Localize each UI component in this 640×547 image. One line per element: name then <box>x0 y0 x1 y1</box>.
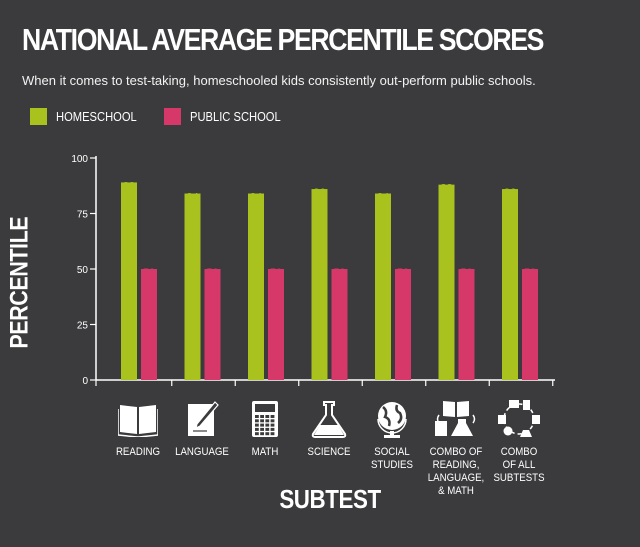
data-label-public-school: 50 <box>143 267 155 279</box>
bar-public-school <box>268 269 284 380</box>
y-tick-label: 100 <box>71 154 88 165</box>
combo-all-subtests-icon <box>496 399 542 444</box>
legend-label-homeschool: HOMESCHOOL <box>56 109 137 124</box>
bar-public-school <box>204 269 221 380</box>
y-tick-label: 0 <box>82 376 88 387</box>
y-tick-label: 25 <box>77 321 89 332</box>
bar-public-school <box>395 269 411 380</box>
bar-homeschool <box>184 193 201 380</box>
x-category-label: SOCIAL STUDIES <box>371 446 413 471</box>
data-label-homeschool: 86 <box>504 187 516 199</box>
bar-public-school <box>141 269 157 380</box>
globe-icon <box>373 399 411 444</box>
data-label-public-school: 50 <box>397 267 409 279</box>
x-category-label: LANGUAGE <box>174 446 229 458</box>
flask-icon <box>310 400 348 443</box>
x-category-label: MATH <box>251 446 279 458</box>
x-category-label: COMBO OF READING, LANGUAGE, & MATH <box>427 446 484 497</box>
y-tick-label: 50 <box>77 265 89 276</box>
y-tick-label: 75 <box>77 210 89 221</box>
data-label-homeschool: 84 <box>186 192 198 204</box>
legend-swatch-homeschool <box>30 108 47 125</box>
data-label-homeschool: 86 <box>313 187 325 199</box>
data-label-homeschool: 89 <box>123 180 135 192</box>
data-label-public-school: 50 <box>524 267 536 279</box>
combo-reading-language-math-icon <box>433 399 479 444</box>
x-category-label: READING <box>115 446 161 458</box>
bar-homeschool <box>121 182 137 380</box>
pen-on-paper-icon <box>185 400 219 443</box>
data-label-public-school: 50 <box>460 267 472 279</box>
bar-homeschool <box>375 193 391 380</box>
bar-public-school <box>458 269 475 380</box>
x-axis-label: SUBTEST <box>279 484 381 514</box>
x-category-label: SCIENCE <box>306 446 351 458</box>
bar-homeschool <box>438 184 455 380</box>
data-label-homeschool: 84 <box>377 192 389 204</box>
data-label-homeschool: 84 <box>250 192 262 204</box>
bar-homeschool <box>311 189 328 380</box>
chart-subtitle: When it comes to test-taking, homeschool… <box>22 73 536 88</box>
bar-public-school <box>522 269 538 380</box>
bar-public-school <box>331 269 348 380</box>
book-icon <box>117 401 159 442</box>
chart-title: NATIONAL AVERAGE PERCENTILE SCORES <box>22 22 544 57</box>
data-label-public-school: 50 <box>206 267 218 279</box>
legend-swatch-public-school <box>164 108 181 125</box>
data-label-homeschool: 88 <box>440 183 452 195</box>
data-label-public-school: 50 <box>270 267 282 279</box>
calculator-icon <box>251 400 279 443</box>
data-label-public-school: 50 <box>333 267 345 279</box>
bar-homeschool <box>502 189 518 380</box>
bar-homeschool <box>248 193 264 380</box>
legend-label-public-school: PUBLIC SCHOOL <box>190 109 281 124</box>
x-category-label: COMBO OF ALL SUBTESTS <box>493 446 545 484</box>
